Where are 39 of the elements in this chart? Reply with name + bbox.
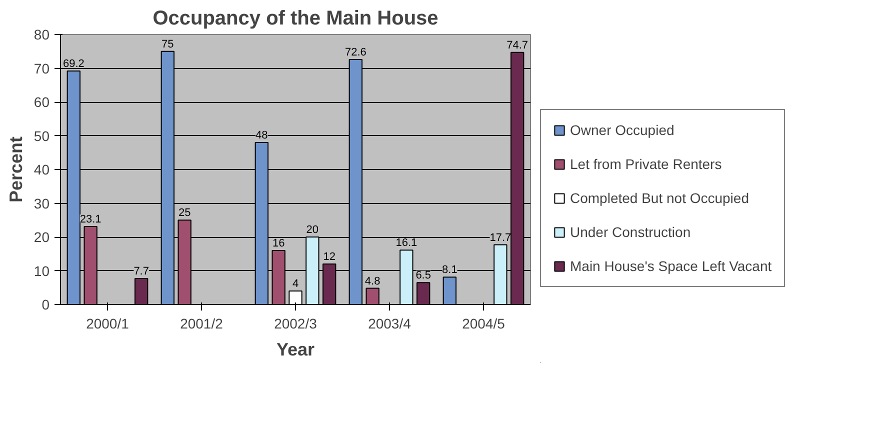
legend-label: Completed But not Occupied (570, 190, 749, 206)
legend-label: Let from Private Renters (570, 156, 722, 172)
data-label: 69.2 (62, 58, 84, 70)
data-label: 25 (178, 207, 191, 220)
data-label: 12 (323, 251, 336, 263)
legend-label: Under Construction (570, 224, 691, 240)
data-label: 23.1 (80, 214, 102, 226)
y-tick-label: 0 (42, 296, 50, 312)
data-label: 8.1 (442, 264, 458, 276)
y-axis-title: Percent (6, 136, 26, 203)
chart-title: Occupancy of the Main House (152, 8, 438, 30)
y-tick-label: 60 (34, 94, 50, 110)
x-tick-label: 2001/2 (180, 316, 224, 332)
legend-label: Main House's Space Left Vacant (570, 258, 772, 274)
y-tick-label: 40 (34, 162, 50, 178)
data-label: 20 (306, 224, 319, 236)
y-tick-label: 80 (34, 26, 50, 42)
y-tick-label: 70 (34, 60, 50, 76)
data-label: 16.1 (396, 237, 418, 250)
data-label: 72.6 (344, 46, 366, 58)
y-tick-label: 30 (34, 195, 50, 212)
data-label: 6.5 (416, 270, 431, 282)
data-label: 17.7 (490, 232, 512, 244)
y-tick-label: 10 (34, 262, 50, 279)
data-label: 74.7 (506, 39, 528, 52)
data-label: 75 (162, 38, 174, 50)
x-tick-label: 2002/3 (274, 316, 318, 332)
legend-label: Owner Occupied (570, 122, 674, 138)
data-label: 4 (292, 278, 299, 290)
x-tick-label: 2003/4 (368, 316, 412, 332)
x-tick-label: 2004/5 (462, 316, 506, 332)
data-label: 4.8 (364, 275, 380, 288)
x-tick-label: 2000/1 (86, 316, 130, 332)
y-tick-label: 20 (34, 229, 50, 245)
data-label: 16 (272, 238, 285, 250)
x-axis-title: Year (276, 340, 315, 360)
data-label: 48 (256, 130, 268, 142)
y-tick-label: 50 (34, 128, 50, 144)
data-label: 7.7 (134, 266, 149, 278)
